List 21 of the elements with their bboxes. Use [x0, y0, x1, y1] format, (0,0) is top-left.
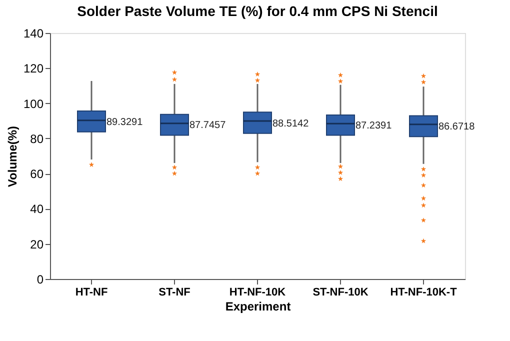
y-tick-label: 0 [36, 272, 44, 286]
annotation: 87.7457 [190, 120, 226, 131]
x-tick-label: ST-NF [158, 286, 191, 298]
x-tick-label: ST-NF-10K [312, 286, 368, 298]
chart-title: Solder Paste Volume TE (%) for 0.4 mm CPS Ni Stencil [77, 3, 438, 19]
y-tick-label: 40 [30, 202, 44, 216]
annotation: 86.6718 [438, 122, 476, 133]
y-tick-label: 140 [23, 26, 44, 40]
y-tick-label: 20 [30, 237, 44, 252]
x-tick-label: HT-NF [75, 286, 108, 298]
y-tick-label: 100 [23, 96, 44, 111]
x-axis-title: Experiment [225, 300, 291, 314]
annotation: 89.3291 [106, 117, 144, 128]
x-tick-label: HT-NF-10K-T [390, 286, 458, 298]
annotation: 88.5142 [272, 118, 310, 130]
annotation: 87.2391 [356, 120, 392, 132]
y-tick-label: 60 [30, 167, 44, 182]
x-tick-label: HT-NF-10K [229, 286, 286, 298]
y-tick-label: 120 [23, 62, 44, 76]
y-tick-label: 80 [30, 132, 44, 146]
y-axis-title: Volume(%) [5, 126, 20, 188]
